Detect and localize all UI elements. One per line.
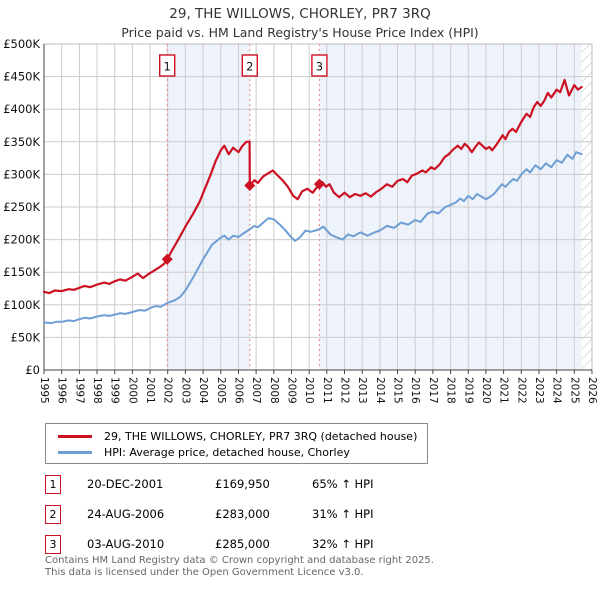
sale-date: 03-AUG-2010 (87, 537, 165, 551)
svg-text:2012: 2012 (339, 377, 351, 404)
svg-text:2020: 2020 (480, 377, 492, 404)
svg-text:2011: 2011 (321, 377, 333, 404)
svg-text:2001: 2001 (144, 377, 156, 404)
svg-text:2009: 2009 (286, 377, 298, 404)
table-row: 1 20-DEC-2001 £169,950 65% ↑ HPI (45, 469, 373, 499)
sale-date: 24-AUG-2006 (87, 507, 165, 521)
svg-text:2002: 2002 (162, 377, 174, 404)
footer-line-2: This data is licensed under the Open Gov… (45, 566, 364, 578)
transactions-table: 1 20-DEC-2001 £169,950 65% ↑ HPI 2 24-AU… (45, 469, 373, 559)
legend-swatch-hpi-line (58, 450, 92, 454)
svg-text:1995: 1995 (38, 377, 50, 404)
legend-label-hpi: HPI: Average price, detached house, Chor… (104, 445, 350, 459)
legend-swatch-property-line (58, 434, 92, 438)
page-title: 29, THE WILLOWS, CHORLEY, PR7 3RQ (169, 6, 431, 22)
sale-hpi-delta: 32% ↑ HPI (312, 537, 374, 551)
svg-text:2025: 2025 (568, 377, 580, 404)
svg-text:£200K: £200K (3, 233, 40, 247)
svg-text:2003: 2003 (179, 377, 191, 404)
svg-text:£150K: £150K (3, 265, 40, 279)
svg-text:2: 2 (246, 60, 253, 74)
svg-text:£350K: £350K (3, 135, 40, 149)
sale-price: £283,000 (215, 507, 270, 521)
svg-text:2023: 2023 (533, 377, 545, 404)
svg-text:£300K: £300K (3, 167, 40, 181)
sale-number-badge: 3 (45, 534, 61, 554)
svg-text:2006: 2006 (233, 377, 245, 404)
svg-text:3: 3 (316, 60, 323, 74)
svg-text:2019: 2019 (462, 377, 474, 404)
svg-text:1999: 1999 (109, 377, 121, 404)
svg-text:£100K: £100K (3, 298, 40, 312)
svg-text:2017: 2017 (427, 377, 439, 404)
svg-text:£250K: £250K (3, 200, 40, 214)
svg-text:2015: 2015 (392, 377, 404, 404)
legend-item-hpi: HPI: Average price, detached house, Chor… (58, 444, 419, 460)
svg-text:2021: 2021 (498, 377, 510, 404)
sale-hpi-delta: 65% ↑ HPI (312, 477, 374, 491)
svg-text:1: 1 (164, 60, 171, 74)
svg-text:1997: 1997 (73, 377, 85, 404)
svg-text:2000: 2000 (126, 377, 138, 404)
svg-text:£50K: £50K (11, 330, 41, 344)
svg-text:2013: 2013 (356, 377, 368, 404)
table-row: 2 24-AUG-2006 £283,000 31% ↑ HPI (45, 499, 373, 529)
sale-number-badge: 2 (45, 504, 61, 524)
svg-text:2026: 2026 (586, 377, 598, 404)
sale-hpi-delta: 31% ↑ HPI (312, 507, 374, 521)
svg-text:1998: 1998 (91, 377, 103, 404)
sale-price: £169,950 (215, 477, 270, 491)
svg-text:£0: £0 (25, 363, 40, 377)
sale-price: £285,000 (215, 537, 270, 551)
legend-label-property: 29, THE WILLOWS, CHORLEY, PR7 3RQ (detac… (104, 429, 418, 443)
svg-text:£500K: £500K (3, 37, 40, 51)
svg-text:2008: 2008 (268, 377, 280, 404)
svg-text:2018: 2018 (445, 377, 457, 404)
svg-text:2024: 2024 (551, 377, 563, 404)
chart-legend: 29, THE WILLOWS, CHORLEY, PR7 3RQ (detac… (45, 423, 428, 464)
svg-text:2014: 2014 (374, 377, 386, 404)
sale-date: 20-DEC-2001 (87, 477, 164, 491)
svg-text:2005: 2005 (215, 377, 227, 404)
sale-number-badge: 1 (45, 474, 61, 494)
svg-text:£450K: £450K (3, 70, 40, 84)
svg-text:2004: 2004 (197, 377, 209, 404)
svg-text:2022: 2022 (515, 377, 527, 404)
legend-item-property: 29, THE WILLOWS, CHORLEY, PR7 3RQ (detac… (58, 428, 419, 444)
svg-text:2016: 2016 (409, 377, 421, 404)
footer-line-1: Contains HM Land Registry data © Crown c… (45, 555, 434, 566)
page-subtitle: Price paid vs. HM Land Registry's House … (121, 25, 479, 40)
price-chart: £0 £50K £100K £150K £200K £250K £300K £350K £400… (3, 37, 598, 404)
svg-text:1996: 1996 (56, 377, 68, 404)
svg-text:£400K: £400K (3, 102, 40, 116)
svg-text:2007: 2007 (250, 377, 262, 404)
svg-text:2010: 2010 (303, 377, 315, 404)
license-footer: Contains HM Land Registry data © Crown c… (45, 555, 434, 578)
table-row: 3 03-AUG-2010 £285,000 32% ↑ HPI (45, 529, 373, 559)
